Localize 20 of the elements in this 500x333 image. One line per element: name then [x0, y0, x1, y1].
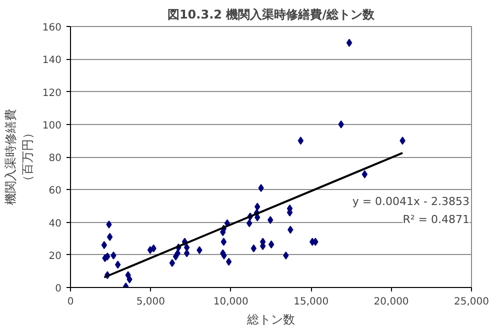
- y-tick-label: 160: [42, 22, 62, 34]
- y-tick-label: 80: [48, 153, 62, 164]
- annotation: y = 0.0041x - 2.3853: [352, 194, 470, 208]
- x-tick-label: 15,000: [294, 296, 329, 308]
- annotation: R² = 0.4871: [402, 213, 470, 226]
- x-axis-title: 総トン数: [246, 312, 295, 326]
- x-tick-label: 10,000: [213, 296, 248, 308]
- y-tick-label: 0: [55, 284, 62, 294]
- x-tick-label: 20,000: [374, 296, 409, 308]
- y-tick-label: 140: [42, 55, 62, 66]
- y-axis-title: 機関入渠時修繕費（百万円）: [4, 109, 34, 205]
- y-tick-label: 40: [48, 218, 62, 230]
- y-tick-label: 20: [48, 250, 62, 262]
- y-tick-label: 100: [42, 120, 62, 132]
- x-tick-label: 0: [67, 296, 74, 308]
- y-tick-label: 60: [48, 186, 62, 197]
- x-tick-label: 5,000: [136, 296, 166, 308]
- chart-title: 図10.3.2 機関入渠時修繕費/総トン数: [167, 8, 376, 22]
- x-tick-label: 25,000: [454, 296, 490, 308]
- y-tick-label: 120: [42, 88, 62, 99]
